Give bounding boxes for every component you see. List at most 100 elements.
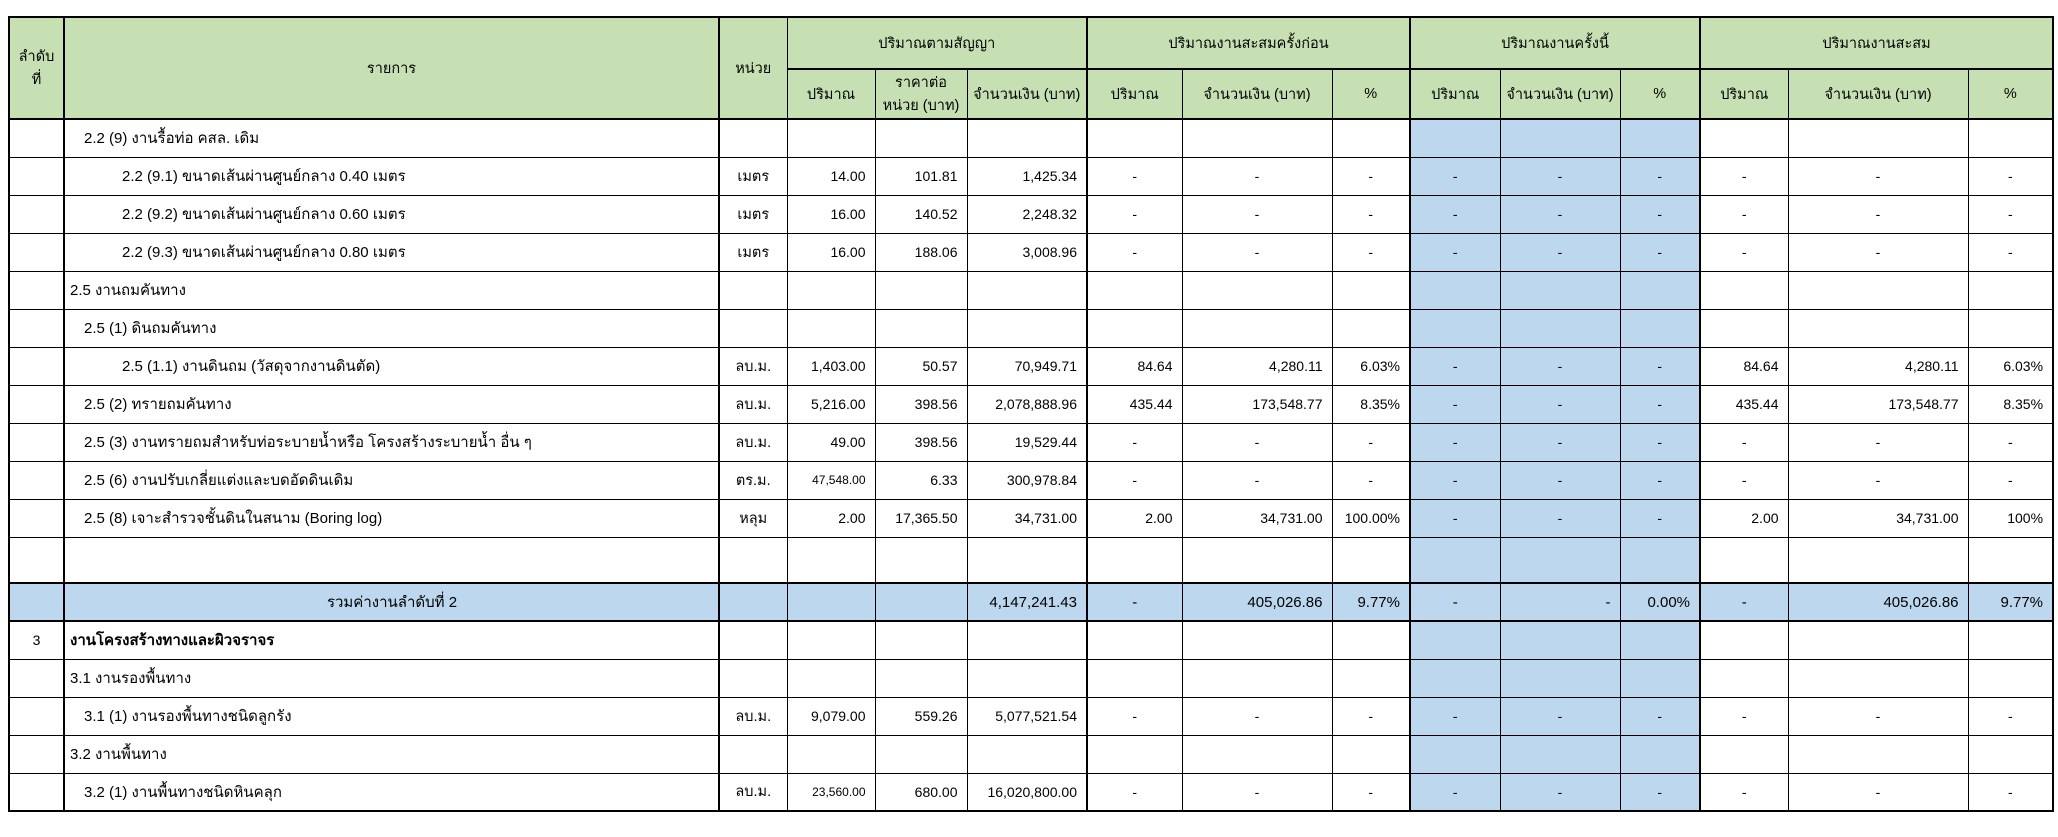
contract-amount-cell: 34,731.00 — [966, 498, 1088, 538]
contract-qty-cell: 16.00 — [786, 232, 876, 272]
current-qty-cell — [1409, 734, 1501, 774]
current-amount-cell — [1499, 536, 1621, 584]
prev-pct-cell — [1331, 118, 1411, 158]
prev-qty-cell: - — [1086, 460, 1183, 500]
prev-amount-cell: - — [1181, 422, 1333, 462]
table-row: 2.5 (1.1) งานดินถม (วัสดุจากงานดินตัด) ลบ… — [8, 346, 2054, 386]
table-row: 3.2 (1) งานพื้นทางชนิดหินคลุก ลบ.ม. 23,560… — [8, 772, 2054, 812]
contract-qty-cell — [786, 308, 876, 348]
contract-unit-price-cell: 6.33 — [874, 460, 968, 500]
cum-pct-cell: - — [1967, 156, 2054, 196]
current-amount-cell — [1499, 658, 1621, 698]
prev-qty-cell — [1086, 658, 1183, 698]
current-pct-cell: - — [1619, 696, 1702, 736]
row-no — [8, 194, 65, 234]
current-amount-cell: - — [1499, 772, 1621, 812]
contract-qty-cell — [786, 620, 876, 660]
row-item: 3.1 (1) งานรองพื้นทางชนิดลูกรัง — [63, 696, 720, 736]
cum-amount-cell: 173,548.77 — [1787, 384, 1969, 424]
prev-amount-cell: 34,731.00 — [1181, 498, 1333, 538]
row-item: 2.2 (9.2) ขนาดเส้นผ่านศูนย์กลาง 0.60 เมต… — [63, 194, 720, 234]
row-no: 3 — [8, 620, 65, 660]
cum-qty-cell: - — [1699, 460, 1789, 500]
header-current-pct: % — [1619, 68, 1702, 120]
contract-amount-cell: 300,978.84 — [966, 460, 1088, 500]
prev-amount-cell: 4,280.11 — [1181, 346, 1333, 386]
cum-amount-cell — [1787, 658, 1969, 698]
current-amount-cell — [1499, 308, 1621, 348]
contract-qty-cell — [786, 270, 876, 310]
prev-qty-cell: 84.64 — [1086, 346, 1183, 386]
cum-qty-cell — [1699, 270, 1789, 310]
cum-qty-cell: - — [1699, 156, 1789, 196]
current-qty-cell — [1409, 270, 1501, 310]
prev-pct-cell: - — [1331, 232, 1411, 272]
header-group-row: ลำดับที่ รายการ หน่วย ปริมาณตามสัญญา ปริ… — [8, 16, 2054, 120]
row-item: 3.1 งานรองพื้นทาง — [63, 658, 720, 698]
prev-amount-cell: - — [1181, 772, 1333, 812]
cum-amount-cell: - — [1787, 194, 1969, 234]
contract-unit-price-cell — [874, 658, 968, 698]
row-unit: ลบ.ม. — [718, 696, 788, 736]
row-item: 2.5 (8) เจาะสำรวจชั้นดินในสนาม (Boring l… — [63, 498, 720, 538]
prev-qty-cell: - — [1086, 232, 1183, 272]
table-row: 2.2 (9) งานรื้อท่อ คสล. เดิม — [8, 118, 2054, 158]
current-pct-cell — [1619, 270, 1702, 310]
current-pct-cell — [1619, 658, 1702, 698]
prev-amount-cell: - — [1181, 232, 1333, 272]
current-pct-cell: - — [1619, 460, 1702, 500]
cum-pct-cell — [1967, 734, 2054, 774]
cum-qty-cell — [1699, 658, 1789, 698]
header-cum-pct: % — [1967, 68, 2054, 120]
current-pct-cell — [1619, 734, 1702, 774]
prev-pct-cell: - — [1331, 156, 1411, 196]
contract-unit-price-cell — [874, 734, 968, 774]
header-prev-pct: % — [1331, 68, 1411, 120]
header-no: ลำดับที่ — [8, 16, 65, 120]
prev-qty-cell — [1086, 620, 1183, 660]
row-no — [8, 346, 65, 386]
prev-amount-cell: - — [1181, 696, 1333, 736]
row-no — [8, 582, 65, 622]
header-unit: หน่วย — [718, 16, 788, 120]
prev-pct-cell: 100.00% — [1331, 498, 1411, 538]
row-item: 2.5 (6) งานปรับเกลี่ยแต่งและบดอัดดินเดิม — [63, 460, 720, 500]
current-pct-cell: - — [1619, 346, 1702, 386]
cum-amount-cell: 4,280.11 — [1787, 346, 1969, 386]
table-row: 2.5 งานถมคันทาง — [8, 270, 2054, 310]
cum-pct-cell: 6.03% — [1967, 346, 2054, 386]
contract-unit-price-cell — [874, 536, 968, 584]
cum-qty-cell — [1699, 734, 1789, 774]
contract-amount-cell: 4,147,241.43 — [966, 582, 1088, 622]
row-no — [8, 658, 65, 698]
cum-qty-cell: - — [1699, 696, 1789, 736]
row-item: 2.5 งานถมคันทาง — [63, 270, 720, 310]
header-cum-amount: จำนวนเงิน (บาท) — [1787, 68, 1969, 120]
header-group-cumulative: ปริมาณงานสะสม — [1699, 16, 2054, 70]
cum-qty-cell: - — [1699, 232, 1789, 272]
current-amount-cell: - — [1499, 696, 1621, 736]
contract-amount-cell — [966, 536, 1088, 584]
current-pct-cell: - — [1619, 156, 1702, 196]
contract-qty-cell — [786, 582, 876, 622]
current-amount-cell: - — [1499, 194, 1621, 234]
current-qty-cell: - — [1409, 696, 1501, 736]
cum-amount-cell — [1787, 270, 1969, 310]
contract-amount-cell — [966, 270, 1088, 310]
current-qty-cell — [1409, 308, 1501, 348]
row-item: รวมค่างานลำดับที่ 2 — [63, 582, 720, 622]
contract-amount-cell — [966, 118, 1088, 158]
current-pct-cell: - — [1619, 194, 1702, 234]
table-row: 2.2 (9.1) ขนาดเส้นผ่านศูนย์กลาง 0.40 เมต… — [8, 156, 2054, 196]
row-item: 2.2 (9.3) ขนาดเส้นผ่านศูนย์กลาง 0.80 เมต… — [63, 232, 720, 272]
prev-pct-cell: - — [1331, 772, 1411, 812]
current-qty-cell: - — [1409, 156, 1501, 196]
row-no — [8, 118, 65, 158]
prev-pct-cell — [1331, 658, 1411, 698]
row-unit — [718, 734, 788, 774]
current-amount-cell: - — [1499, 384, 1621, 424]
progress-report-table: ลำดับที่ รายการ หน่วย ปริมาณตามสัญญา ปริ… — [8, 16, 2055, 812]
contract-amount-cell: 2,248.32 — [966, 194, 1088, 234]
contract-unit-price-cell: 559.26 — [874, 696, 968, 736]
cum-pct-cell: - — [1967, 194, 2054, 234]
